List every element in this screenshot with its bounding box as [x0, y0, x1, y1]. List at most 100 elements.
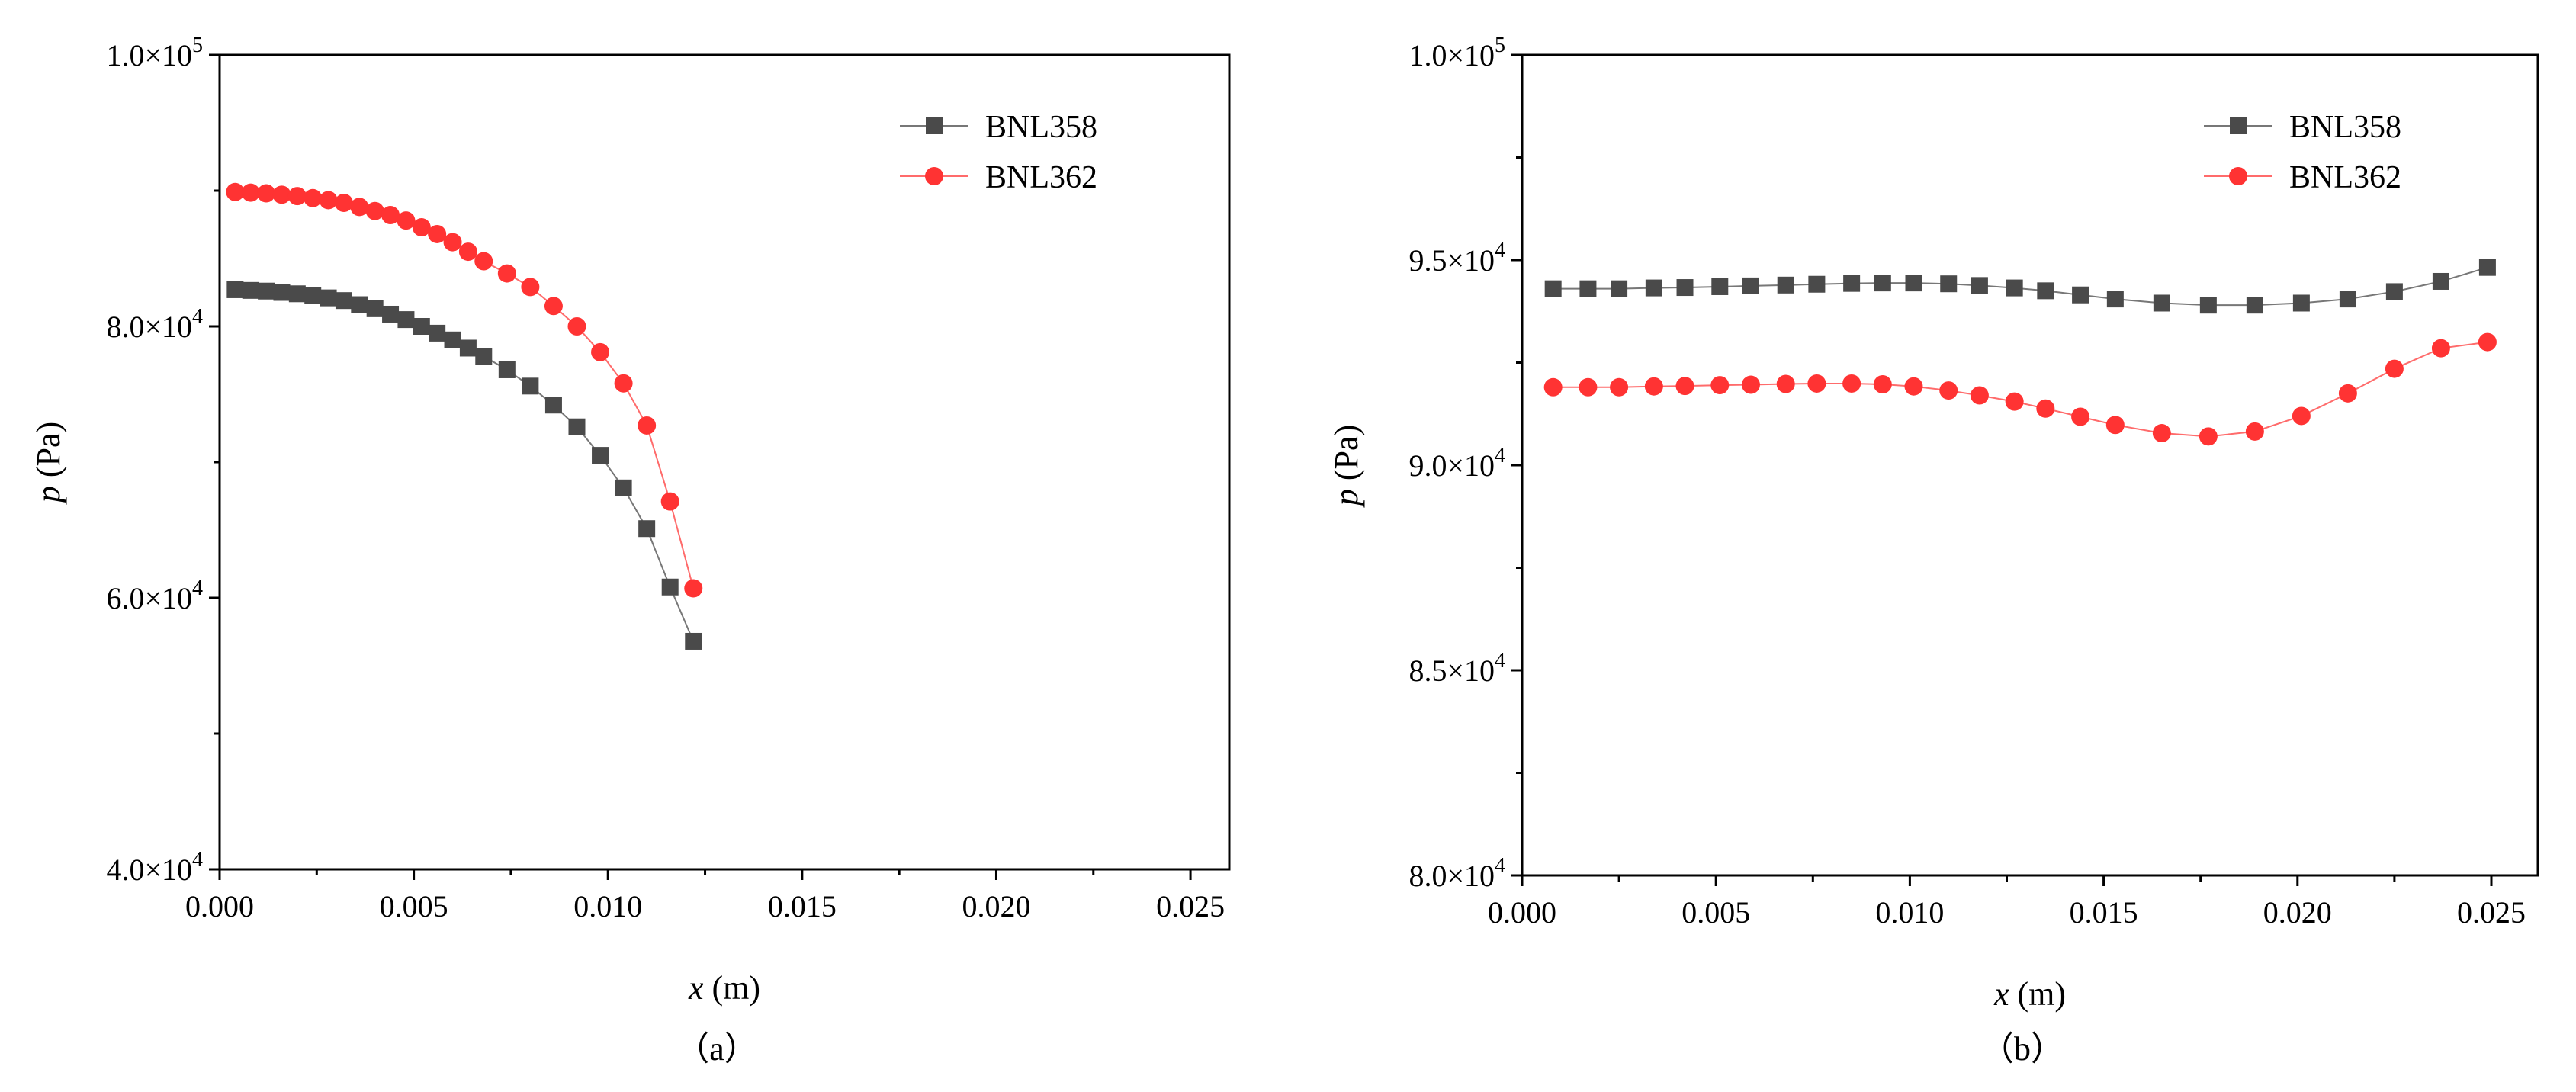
data-point [2338, 384, 2357, 403]
data-point [2006, 279, 2023, 297]
y-tick-label: 8.0×104 [106, 305, 203, 344]
data-point [444, 331, 461, 348]
data-point [1939, 381, 1958, 400]
data-point [226, 281, 244, 298]
data-point [1645, 279, 1662, 297]
data-point [2199, 297, 2217, 314]
data-point [2431, 339, 2450, 358]
data-point [288, 285, 306, 303]
x-tick-label: 0.020 [2263, 895, 2332, 930]
data-point [287, 187, 307, 206]
y-axis-title: p (Pa) [30, 422, 67, 505]
y-tick-label: 9.5×104 [1408, 239, 1505, 278]
data-point [458, 242, 477, 262]
data-point [413, 318, 430, 335]
legend-label: BNL362 [2289, 160, 2401, 195]
data-point [661, 578, 679, 596]
x-tick-label: 0.000 [1488, 895, 1556, 930]
data-point [335, 292, 352, 310]
legend-label: BNL358 [2289, 110, 2401, 145]
data-point [592, 447, 609, 464]
data-point [2105, 416, 2125, 435]
x-tick-label: 0.015 [768, 889, 837, 923]
data-point [2292, 294, 2310, 312]
data-point [382, 305, 400, 323]
data-point [568, 418, 586, 435]
y-tick-label: 8.0×104 [1408, 854, 1505, 893]
data-point [1543, 377, 1563, 397]
data-point [1904, 377, 1923, 396]
series-BNL362 [226, 182, 703, 598]
data-point [1843, 275, 1861, 292]
data-point [1579, 377, 1598, 397]
data-point [226, 182, 245, 201]
x-tick-label: 0.005 [380, 889, 448, 923]
data-point [2106, 291, 2124, 308]
data-point [2037, 282, 2054, 300]
y-tick-label: 1.0×105 [106, 34, 203, 72]
data-point [2036, 399, 2055, 418]
data-point [272, 185, 291, 204]
x-tick-label: 0.010 [573, 889, 642, 923]
data-point [638, 520, 656, 538]
series-BNL358 [1544, 259, 2496, 314]
x-tick-label: 0.010 [1875, 895, 1944, 930]
x-axis-title: x (m) [1993, 975, 2066, 1013]
data-point [660, 492, 679, 511]
data-point [320, 289, 337, 307]
data-point [2478, 332, 2497, 352]
data-point [319, 191, 338, 210]
x-tick-label: 0.005 [1681, 895, 1750, 930]
data-point [1777, 276, 1794, 294]
legend-marker [925, 167, 943, 185]
legend-label: BNL362 [985, 160, 1097, 195]
data-point [1742, 277, 1759, 294]
data-point [2339, 291, 2356, 308]
panel-caption: （a） [676, 1030, 758, 1068]
data-point [1905, 275, 1922, 292]
y-tick-label: 6.0×104 [106, 577, 203, 615]
data-point [567, 317, 586, 336]
data-point [1676, 279, 1694, 297]
data-point [2478, 259, 2496, 276]
data-point [366, 300, 384, 317]
data-point [242, 281, 259, 299]
chart-panel-2: 0.000 0.005 0.010 0.015 0.020 0.025 8.0×104 8.5… [1328, 34, 2539, 1068]
data-point [1842, 374, 1861, 393]
x-axis-title: x (m) [688, 969, 760, 1007]
data-point [241, 183, 260, 202]
data-point [2385, 283, 2403, 300]
data-point [397, 211, 416, 230]
data-point [1807, 374, 1826, 393]
data-point [365, 201, 384, 220]
x-tick-label: 0.025 [2457, 895, 2526, 930]
data-point [443, 233, 462, 252]
data-point [544, 297, 563, 316]
data-point [334, 194, 353, 213]
data-point [591, 342, 610, 361]
data-point [429, 324, 446, 342]
data-point [2432, 272, 2449, 290]
data-point [2292, 406, 2311, 426]
data-point [521, 278, 540, 297]
data-point [1711, 278, 1729, 295]
data-point [685, 632, 702, 650]
data-point [1776, 374, 1795, 393]
x-tick-label: 0.000 [185, 889, 254, 923]
data-point [1544, 280, 1562, 297]
data-point [2245, 422, 2264, 441]
data-point [1611, 280, 1628, 297]
legend-marker [926, 117, 943, 134]
chart-panel-1: 0.000 0.005 0.010 0.015 0.020 0.025 4.0×104 6.0… [30, 34, 1231, 1068]
data-point [544, 397, 562, 414]
data-point [428, 224, 447, 243]
data-point [350, 198, 369, 217]
data-point [351, 296, 368, 313]
data-point [2152, 424, 2171, 443]
legend-marker [2229, 167, 2247, 185]
data-point [1808, 275, 1826, 293]
data-point [459, 339, 477, 357]
data-point [412, 218, 431, 237]
data-point [1873, 375, 1892, 394]
